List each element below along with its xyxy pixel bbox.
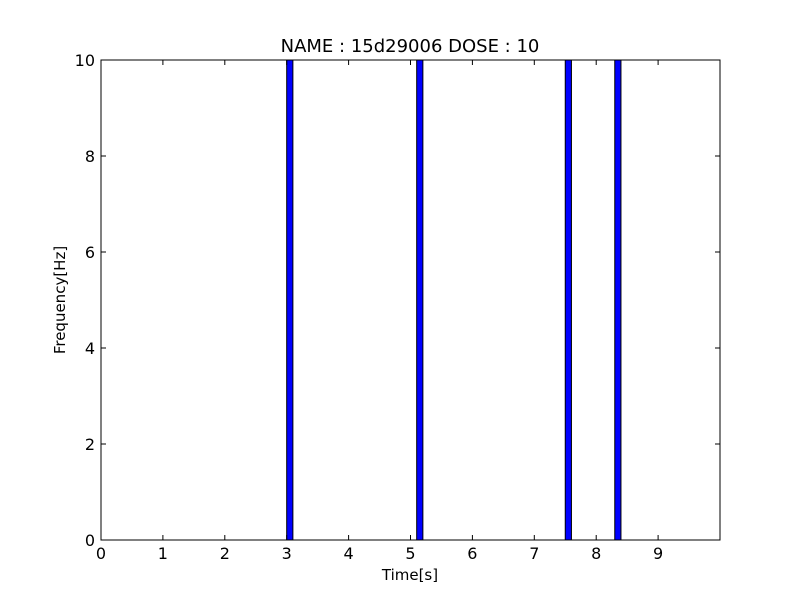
x-axis-ticks: 0 1 2 3 4 5 6 7 8 9 [96,60,663,563]
bar [614,59,622,541]
x-tick-label: 7 [529,544,539,563]
x-axis-label: Time[s] [381,566,438,584]
x-tick-label: 4 [344,544,354,563]
chart-title: NAME : 15d29006 DOSE : 10 [281,36,540,57]
y-axis-ticks: 0 2 4 6 8 10 [75,51,720,550]
x-tick-label: 9 [653,544,663,563]
x-tick-label: 0 [96,544,106,563]
bar [564,59,572,541]
x-tick-label: 1 [158,544,168,563]
x-tick-label: 3 [282,544,292,563]
x-tick-label: 8 [591,544,601,563]
y-tick-label: 8 [85,147,95,166]
y-axis-label: Frequency[Hz] [51,246,69,354]
x-tick-label: 6 [467,544,477,563]
y-tick-label: 0 [85,531,95,550]
plot-frame [100,59,721,541]
y-tick-label: 10 [75,51,95,70]
bars-group [286,59,622,541]
x-tick-label: 2 [220,544,230,563]
x-tick-label: 5 [405,544,415,563]
y-tick-label: 6 [85,243,95,262]
y-tick-label: 4 [85,339,95,358]
bar [286,59,294,541]
bar [416,59,424,541]
y-tick-label: 2 [85,435,95,454]
